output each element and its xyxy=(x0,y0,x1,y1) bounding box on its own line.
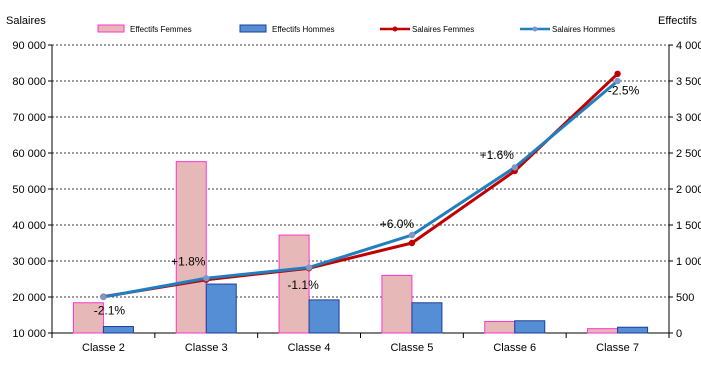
point-salaires-hommes xyxy=(305,264,313,271)
y-right-tick-label: 4 000 xyxy=(676,40,701,52)
bar-hommes xyxy=(205,283,237,334)
annotation-label: +1.6% xyxy=(480,148,515,162)
y-left-tick-label: 20 000 xyxy=(12,292,46,304)
y-left-tick-label: 50 000 xyxy=(12,184,46,196)
bar-femmes xyxy=(381,274,413,334)
bar-femmes xyxy=(175,161,207,334)
legend-label: Salaires Femmes xyxy=(412,25,474,34)
y-right-tick-label: 1 500 xyxy=(676,220,701,232)
y-left-tick-label: 70 000 xyxy=(12,112,46,124)
point-salaires-hommes xyxy=(100,293,107,301)
point-salaires-femmes xyxy=(614,70,621,78)
y-right-tick-label: 2 500 xyxy=(676,148,701,160)
annotation-label: -2.1% xyxy=(94,304,126,318)
legend-label: Effectifs Femmes xyxy=(130,25,192,34)
legend-marker xyxy=(392,26,398,32)
y-right-tick-label: 2 000 xyxy=(676,184,701,196)
x-tick-label: Classe 2 xyxy=(82,342,125,354)
y-left-tick-label: 60 000 xyxy=(12,148,46,160)
x-tick-label: Classe 6 xyxy=(493,342,536,354)
y-left-tick-label: 10 000 xyxy=(12,328,46,340)
legend-marker xyxy=(532,26,538,32)
bar-femmes xyxy=(278,234,310,334)
point-salaires-femmes xyxy=(408,239,416,247)
bar-hommes xyxy=(514,320,546,334)
annotation-label: +6.0% xyxy=(380,217,415,231)
y-right-axis-title: Effectifs xyxy=(658,15,697,27)
y-right-tick-label: 0 xyxy=(676,328,682,340)
legend-swatch xyxy=(97,24,125,33)
point-salaires-hommes xyxy=(614,77,621,85)
y-left-tick-label: 30 000 xyxy=(12,256,46,268)
point-salaires-hommes xyxy=(203,275,210,282)
x-tick-label: Classe 3 xyxy=(185,342,228,354)
bar-femmes xyxy=(587,328,619,334)
point-salaires-hommes xyxy=(511,164,518,171)
annotation-label: +1.8% xyxy=(171,255,206,269)
x-tick-label: Classe 4 xyxy=(288,342,331,354)
bar-hommes xyxy=(102,326,134,334)
bar-hommes xyxy=(308,299,340,334)
line-salaires-hommes xyxy=(103,79,619,299)
x-tick-label: Classe 5 xyxy=(391,342,434,354)
x-tick-label: Classe 7 xyxy=(596,342,639,354)
y-right-tick-label: 3 000 xyxy=(676,112,701,124)
legend-swatch xyxy=(239,24,267,33)
legend-label: Effectifs Hommes xyxy=(272,25,335,34)
point-salaires-hommes xyxy=(408,231,416,239)
y-right-tick-label: 500 xyxy=(676,292,694,304)
y-left-tick-label: 80 000 xyxy=(12,76,46,88)
bar-femmes xyxy=(484,320,516,334)
y-left-tick-label: 40 000 xyxy=(12,220,46,232)
annotation-label: -2.5% xyxy=(608,84,640,98)
annotation-label: -1.1% xyxy=(287,278,319,292)
legend-label: Salaires Hommes xyxy=(552,25,615,34)
y-right-tick-label: 1 000 xyxy=(676,256,701,268)
bar-hommes xyxy=(411,302,443,334)
y-left-tick-label: 90 000 xyxy=(12,40,46,52)
bar-femmes xyxy=(72,302,104,334)
y-left-axis-title: Salaires xyxy=(6,15,46,27)
y-right-tick-label: 3 500 xyxy=(676,76,701,88)
bar-hommes xyxy=(617,326,649,334)
